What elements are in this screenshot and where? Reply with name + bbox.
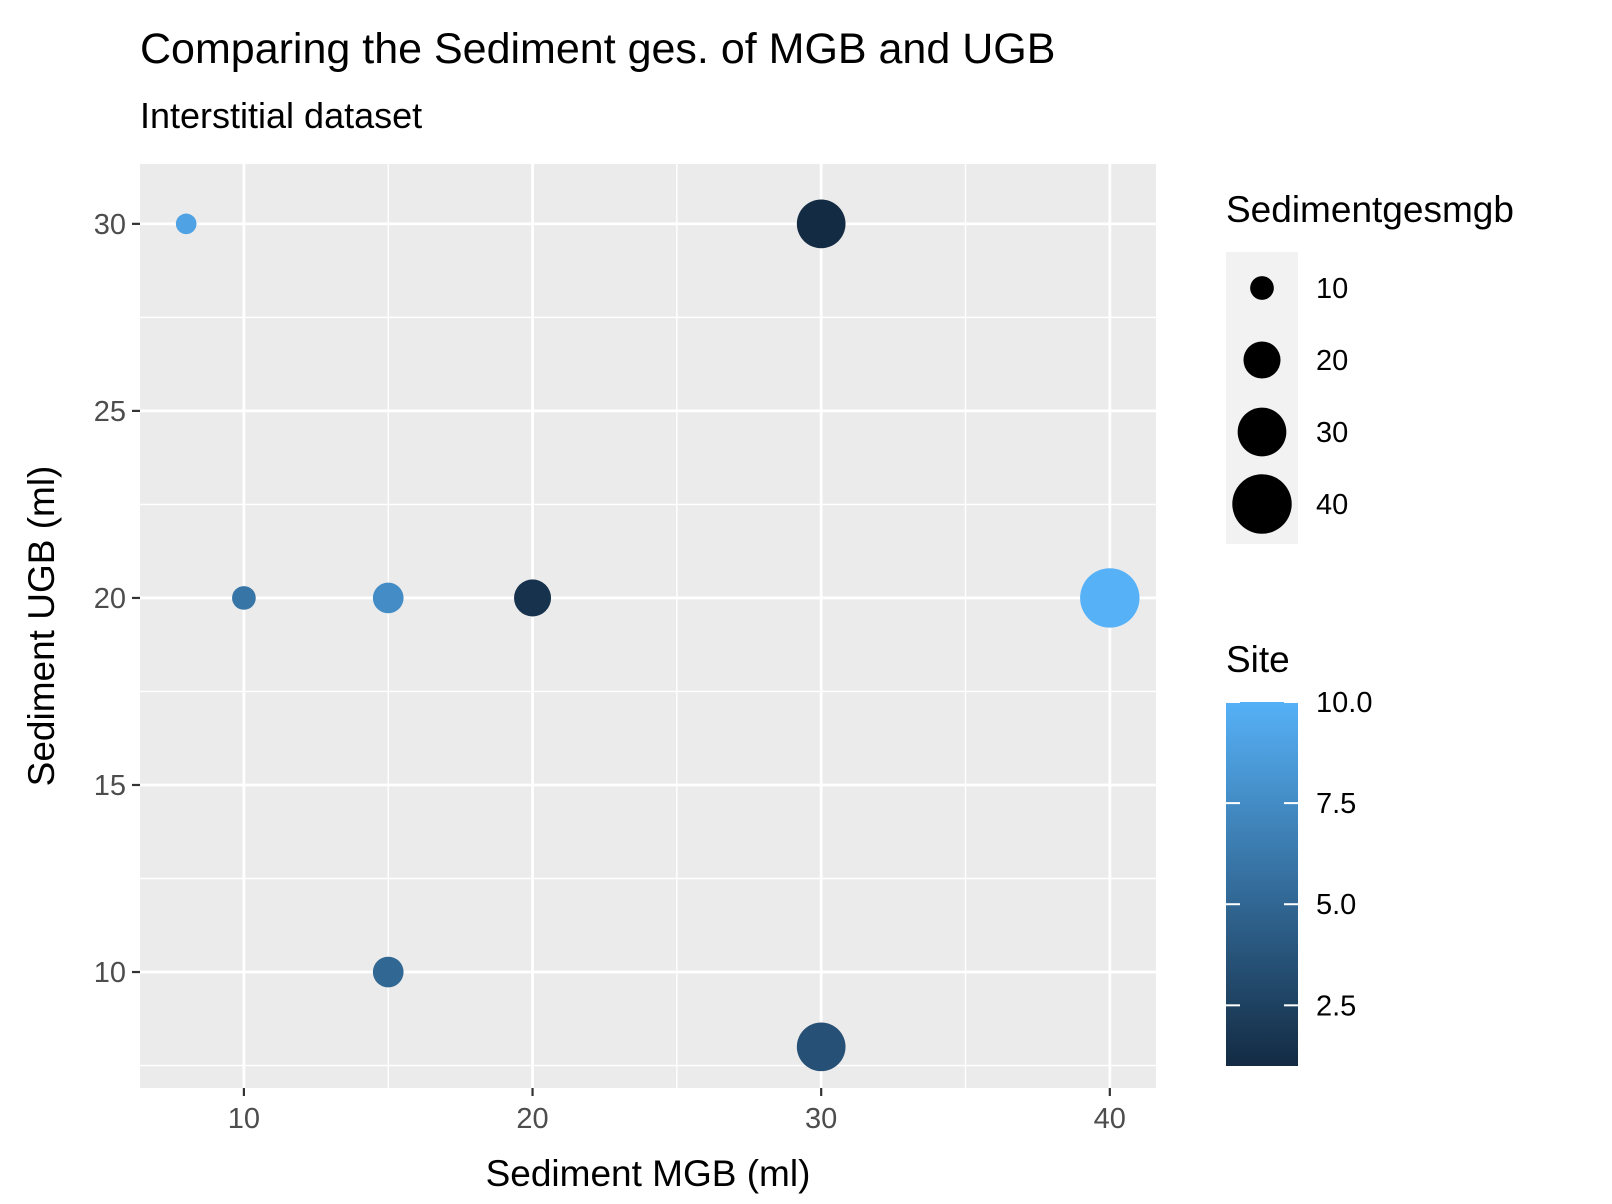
color-legend-label: 2.5 <box>1316 990 1356 1022</box>
data-point <box>372 956 404 988</box>
size-legend-label: 40 <box>1316 489 1348 521</box>
data-point <box>796 1022 846 1072</box>
y-tick-label: 10 <box>94 957 126 989</box>
axis-ticks: 10 20 30 40 10 15 20 25 30 <box>94 209 1126 1135</box>
color-legend: 2.5 5.0 7.5 10.0 <box>1226 687 1372 1022</box>
data-point <box>796 199 846 249</box>
x-tick-label: 30 <box>805 1103 837 1135</box>
data-point <box>175 213 197 235</box>
chart-subtitle: Interstitial dataset <box>140 95 422 136</box>
grid-lines <box>140 164 1156 1088</box>
size-legend-key <box>1237 407 1287 457</box>
y-axis-title: Sediment UGB (ml) <box>21 466 62 787</box>
size-legend-label: 10 <box>1316 273 1348 305</box>
color-legend-label: 7.5 <box>1316 788 1356 820</box>
y-tick-label: 30 <box>94 209 126 241</box>
size-legend-label: 30 <box>1316 417 1348 449</box>
size-legend-title: Sedimentgesmgb <box>1226 189 1514 230</box>
size-legend-key <box>1250 276 1274 300</box>
size-legend: 10 20 30 40 <box>1232 273 1348 534</box>
y-tick-label: 25 <box>94 396 126 428</box>
size-legend-label: 20 <box>1316 345 1348 377</box>
data-points <box>175 199 1140 1072</box>
data-point <box>1080 568 1140 628</box>
data-point <box>372 582 404 614</box>
x-tick-label: 40 <box>1094 1103 1126 1135</box>
data-point <box>232 586 256 610</box>
y-tick-label: 15 <box>94 770 126 802</box>
color-legend-label: 5.0 <box>1316 889 1356 921</box>
x-axis-title: Sediment MGB (ml) <box>486 1153 811 1194</box>
plot-panel <box>140 164 1156 1088</box>
x-tick-label: 20 <box>516 1103 548 1135</box>
color-legend-label: 10.0 <box>1316 687 1372 719</box>
size-legend-key <box>1232 474 1292 534</box>
color-legend-title: Site <box>1226 639 1290 680</box>
x-tick-label: 10 <box>228 1103 260 1135</box>
color-legend-colorbar <box>1226 702 1298 1066</box>
chart-title: Comparing the Sediment ges. of MGB and U… <box>140 25 1055 73</box>
size-legend-key <box>1243 341 1281 379</box>
data-point <box>514 579 552 617</box>
y-tick-label: 20 <box>94 583 126 615</box>
